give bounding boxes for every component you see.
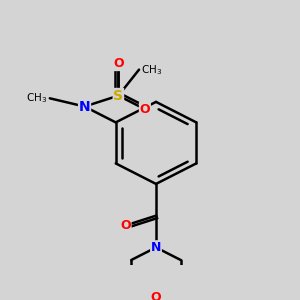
Text: CH$_3$: CH$_3$ <box>26 92 47 105</box>
Text: CH$_3$: CH$_3$ <box>140 63 162 76</box>
Text: O: O <box>140 103 150 116</box>
Text: N: N <box>151 241 161 254</box>
Text: N: N <box>79 100 90 113</box>
Text: O: O <box>151 291 161 300</box>
Text: S: S <box>113 89 123 103</box>
Text: O: O <box>113 57 124 70</box>
Text: O: O <box>120 219 131 232</box>
